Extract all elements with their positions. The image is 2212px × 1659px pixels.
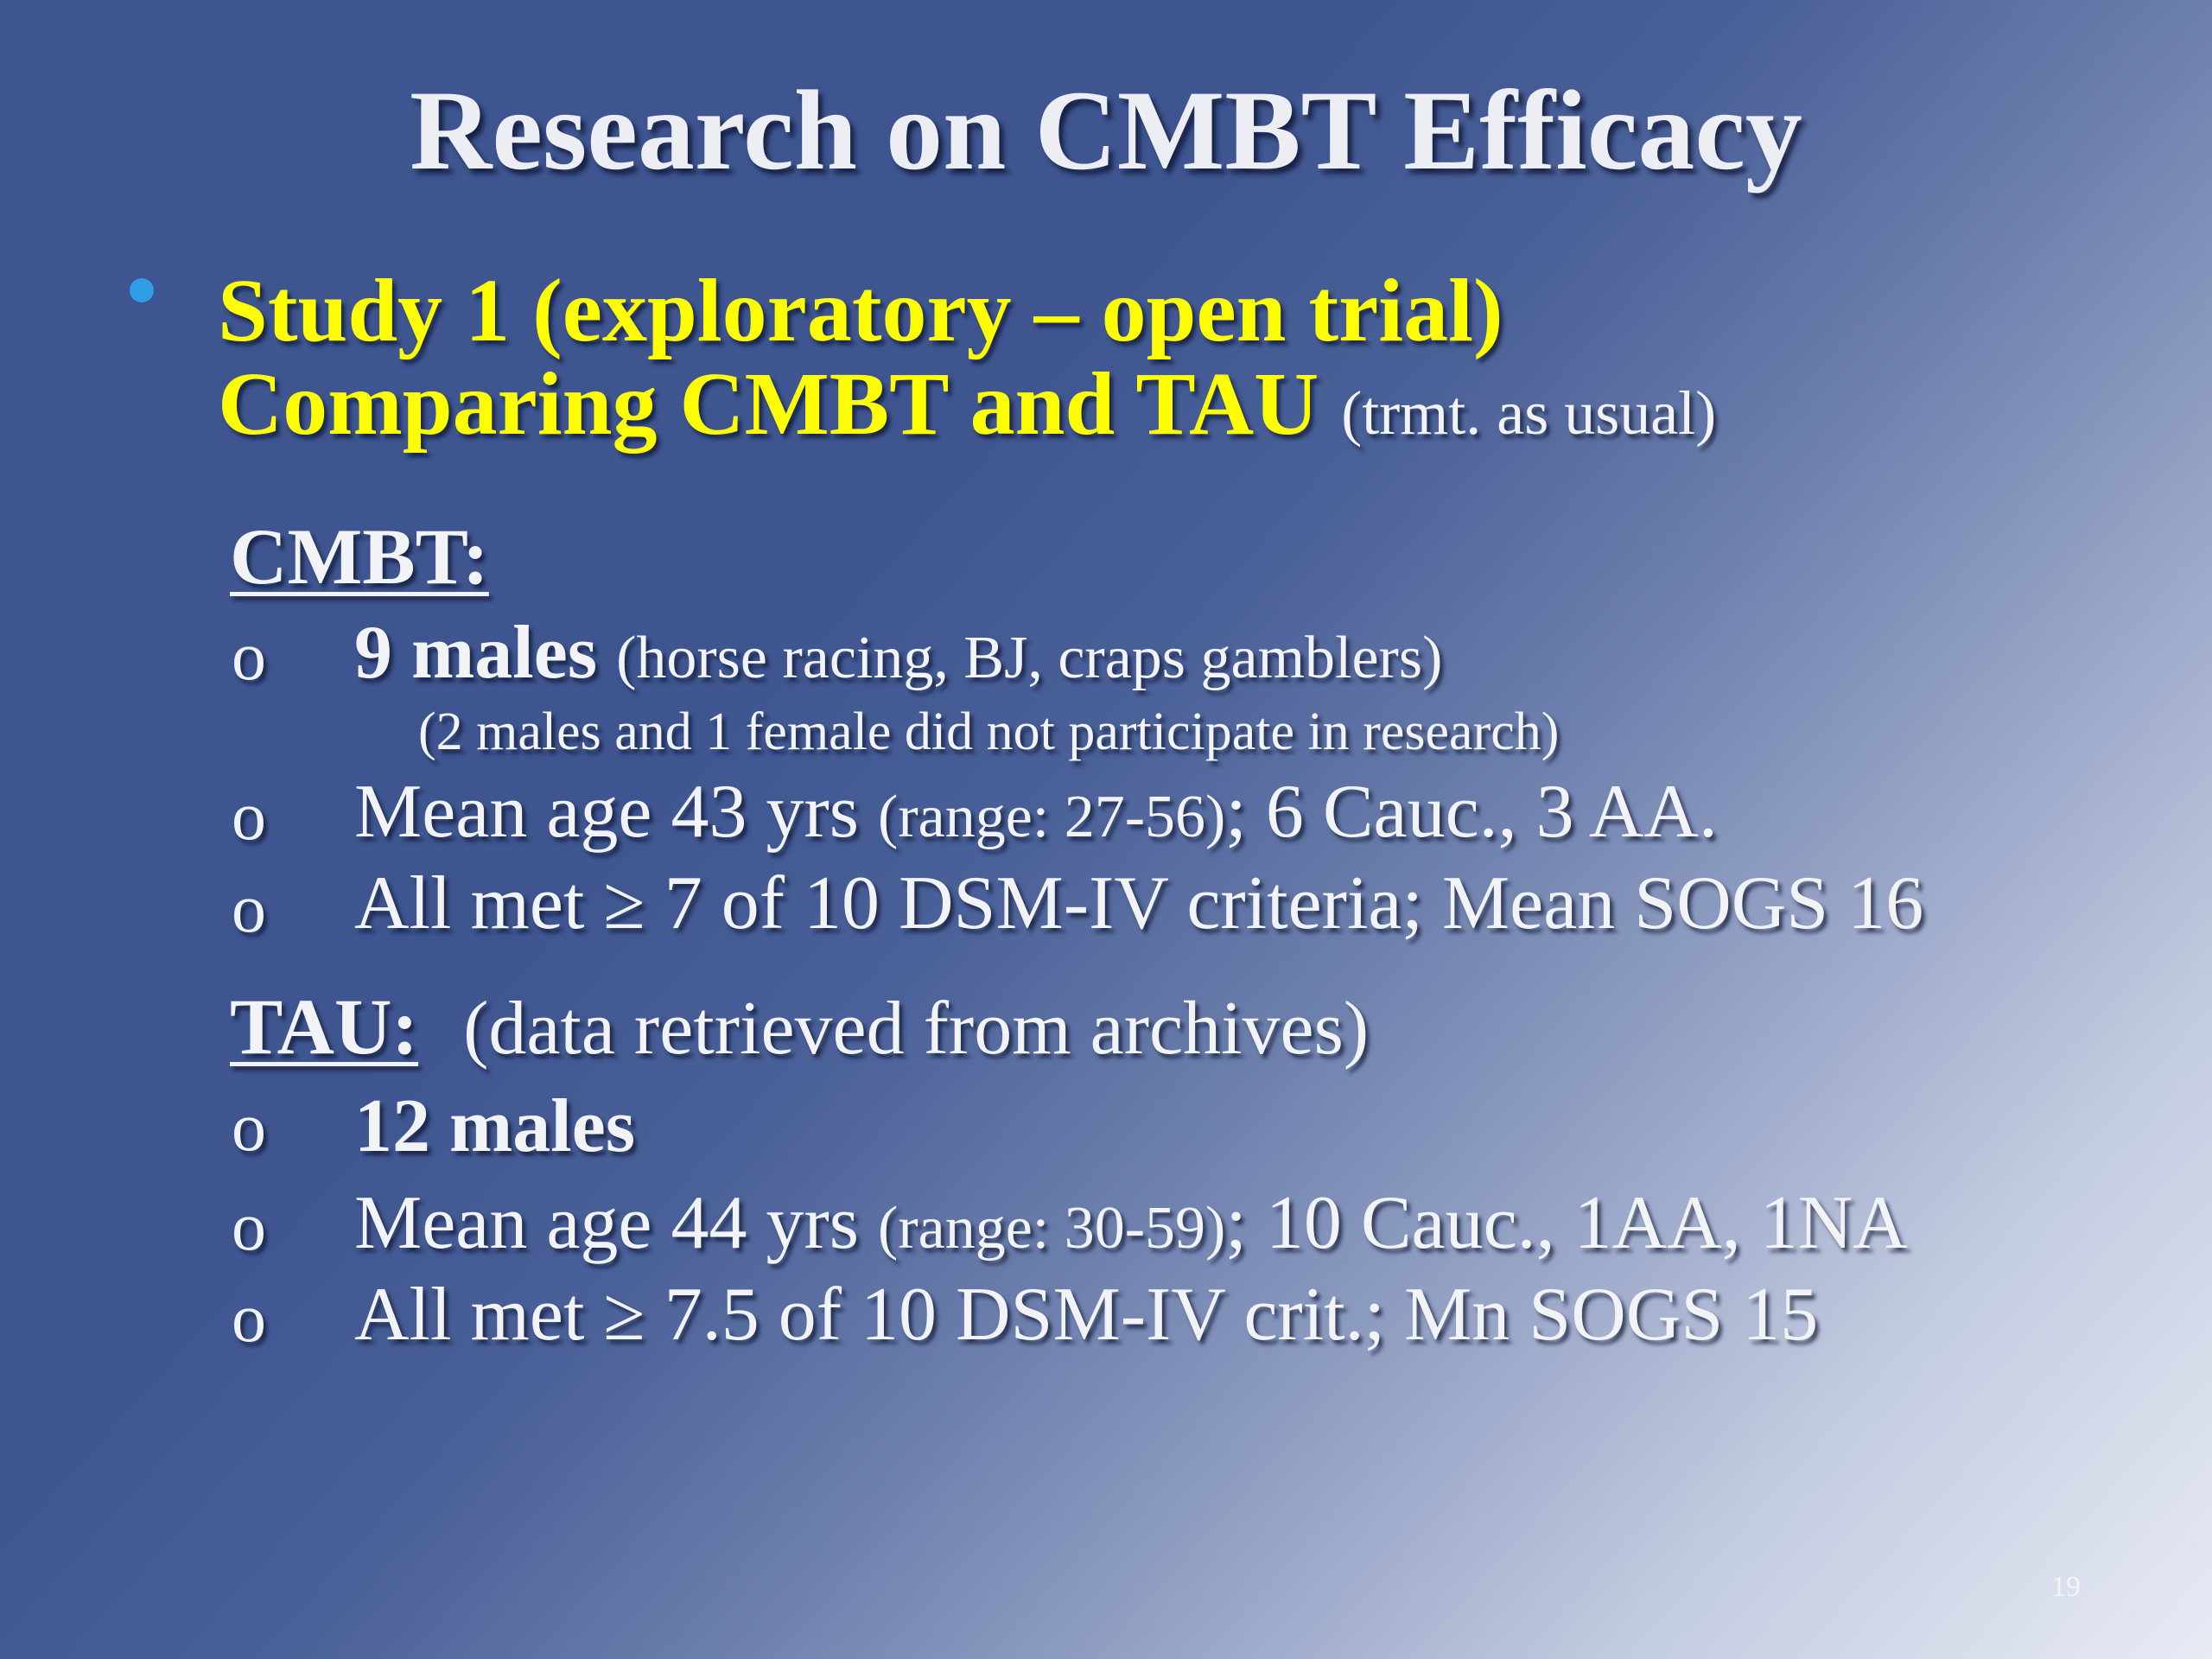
study-line-2-main: Comparing CMBT and TAU: [218, 354, 1319, 454]
tau-item-2-rest: ; 10 Cauc., 1AA, 1NA: [1225, 1181, 1908, 1265]
cmbt-item-2-range: (range: 27-56): [878, 784, 1226, 850]
circle-bullet-icon: o: [232, 619, 266, 695]
study-line-2: Comparing CMBT and TAU (trmt. as usual): [218, 359, 1716, 449]
cmbt-item-3: All met ≥ 7 of 10 DSM-IV criteria; Mean …: [354, 861, 1924, 945]
study-line-1: Study 1 (exploratory – open trial): [218, 261, 1503, 360]
cmbt-item-2-main: Mean age 43 yrs: [354, 770, 860, 854]
tau-item-1: 12 males: [354, 1084, 636, 1168]
tau-heading: TAU: (data retrieved from archives): [230, 987, 1369, 1067]
bullet-dot-icon: [130, 278, 154, 302]
tau-item-2-range: (range: 30-59): [878, 1195, 1226, 1262]
cmbt-note: (2 males and 1 female did not participat…: [418, 702, 1560, 761]
cmbt-heading: CMBT:: [230, 512, 489, 601]
cmbt-item-2-rest: ; 6 Cauc., 3 AA.: [1225, 770, 1718, 854]
circle-bullet-icon: o: [232, 1281, 266, 1357]
circle-bullet-icon: o: [232, 871, 266, 947]
tau-item-3: All met ≥ 7.5 of 10 DSM-IV crit.; Mn SOG…: [354, 1273, 1819, 1357]
cmbt-item-1-bold: 9 males: [354, 611, 598, 695]
slide-title: Research on CMBT Efficacy: [410, 67, 1802, 194]
study-line-2-sub: (trmt. as usual): [1341, 378, 1717, 448]
cmbt-item-1: 9 males (horse racing, BJ, craps gambler…: [354, 615, 1442, 691]
tau-heading-note: (data retrieved from archives): [463, 987, 1370, 1071]
tau-item-2-main: Mean age 44 yrs: [354, 1181, 860, 1265]
cmbt-item-2: Mean age 43 yrs (range: 27-56); 6 Cauc.,…: [354, 774, 1718, 850]
circle-bullet-icon: o: [232, 1189, 266, 1265]
circle-bullet-icon: o: [232, 1090, 266, 1166]
circle-bullet-icon: o: [232, 779, 266, 855]
tau-heading-label: TAU:: [230, 982, 419, 1071]
page-number: 19: [2051, 1571, 2081, 1603]
cmbt-item-1-rest: (horse racing, BJ, craps gamblers): [616, 625, 1443, 691]
tau-item-2: Mean age 44 yrs (range: 30-59); 10 Cauc.…: [354, 1185, 1908, 1262]
